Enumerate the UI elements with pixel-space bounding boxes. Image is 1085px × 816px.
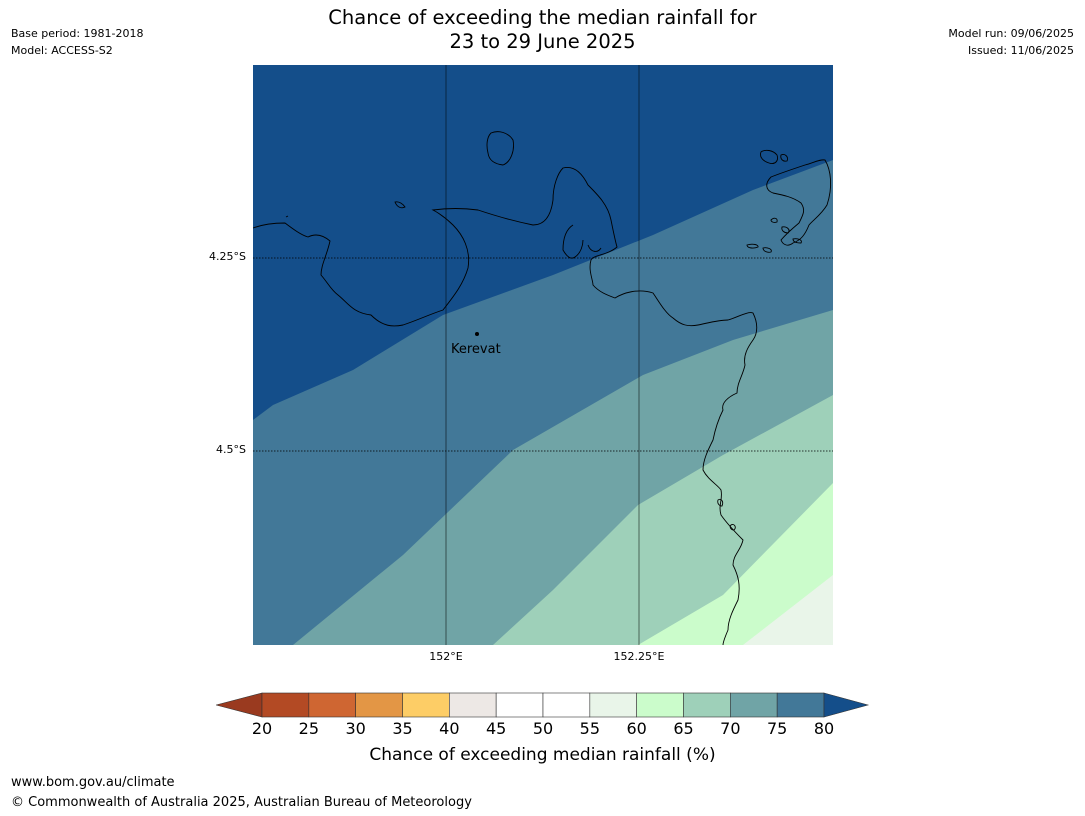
meta-left: Base period: 1981-2018 Model: ACCESS-S2 xyxy=(11,25,143,59)
colorbar-tick-label: 35 xyxy=(392,719,413,738)
lat-label-4-25: 4.25°S xyxy=(209,250,246,263)
issued-text: Issued: 11/06/2025 xyxy=(967,44,1074,57)
kerevat-marker xyxy=(475,332,479,336)
colorbar-bins xyxy=(261,692,825,718)
title-line-1: Chance of exceeding the median rainfall … xyxy=(328,6,757,29)
model-run-text: Model run: 09/06/2025 xyxy=(948,27,1074,40)
base-period-text: Base period: 1981-2018 xyxy=(11,27,144,40)
zone-55-60 xyxy=(638,483,833,645)
footer-url[interactable]: www.bom.gov.au/climate xyxy=(11,775,175,790)
colorbar-tick-label: 50 xyxy=(532,719,554,738)
colorbar-over-arrow xyxy=(823,692,870,718)
kerevat-label: Kerevat xyxy=(451,342,501,357)
model-text: Model: ACCESS-S2 xyxy=(11,44,113,57)
colorbar-label: Chance of exceeding median rainfall (%) xyxy=(369,745,716,765)
colorbar-bin xyxy=(589,692,637,718)
lat-label-4-5: 4.5°S xyxy=(216,443,246,456)
map-svg xyxy=(253,65,833,645)
colorbar-under-arrow xyxy=(216,692,263,718)
colorbar-bin xyxy=(776,692,825,718)
colorbar-bin xyxy=(261,692,310,718)
colorbar-tick-label: 80 xyxy=(813,719,835,738)
colorbar-tick-label: 65 xyxy=(673,719,694,738)
chart-title: Chance of exceeding the median rainfall … xyxy=(0,6,1085,54)
title-line-2: 23 to 29 June 2025 xyxy=(449,30,636,53)
coastline xyxy=(253,131,832,645)
forecast-map[interactable] xyxy=(253,65,833,645)
colorbar-tick-label: 75 xyxy=(766,719,788,738)
zone-50-55 xyxy=(743,575,833,645)
lon-label-152-25: 152.25°E xyxy=(613,650,665,663)
colorbar-tick-label: 20 xyxy=(251,719,273,738)
colorbar-tick-label: 25 xyxy=(298,719,319,738)
colorbar-bin xyxy=(308,692,356,718)
colorbar-tick-label: 30 xyxy=(345,719,366,738)
gridlines xyxy=(253,65,833,645)
colorbar-tick-label: 45 xyxy=(485,719,507,738)
colorbar-bin xyxy=(495,692,544,718)
footer-copyright: © Commonwealth of Australia 2025, Austra… xyxy=(11,795,472,810)
colorbar-bin xyxy=(402,692,450,718)
colorbar-bin xyxy=(683,692,731,718)
colorbar-tick-label: 70 xyxy=(720,719,741,738)
colorbar-tick-label: 60 xyxy=(626,719,647,738)
colorbar-bin xyxy=(636,692,684,718)
colorbar-tick-label: 40 xyxy=(439,719,460,738)
meta-right: Model run: 09/06/2025 Issued: 11/06/2025 xyxy=(948,25,1074,59)
lon-label-152: 152°E xyxy=(429,650,463,663)
colorbar-ticks: 20 25 30 35 40 45 50 55 60 65 70 75 80 xyxy=(0,719,1085,739)
colorbar-bin xyxy=(542,692,591,718)
colorbar-tick-label: 55 xyxy=(579,719,600,738)
colorbar xyxy=(216,692,870,718)
colorbar-bin xyxy=(730,692,778,718)
colorbar-bin xyxy=(355,692,403,718)
colorbar-bin xyxy=(449,692,497,718)
